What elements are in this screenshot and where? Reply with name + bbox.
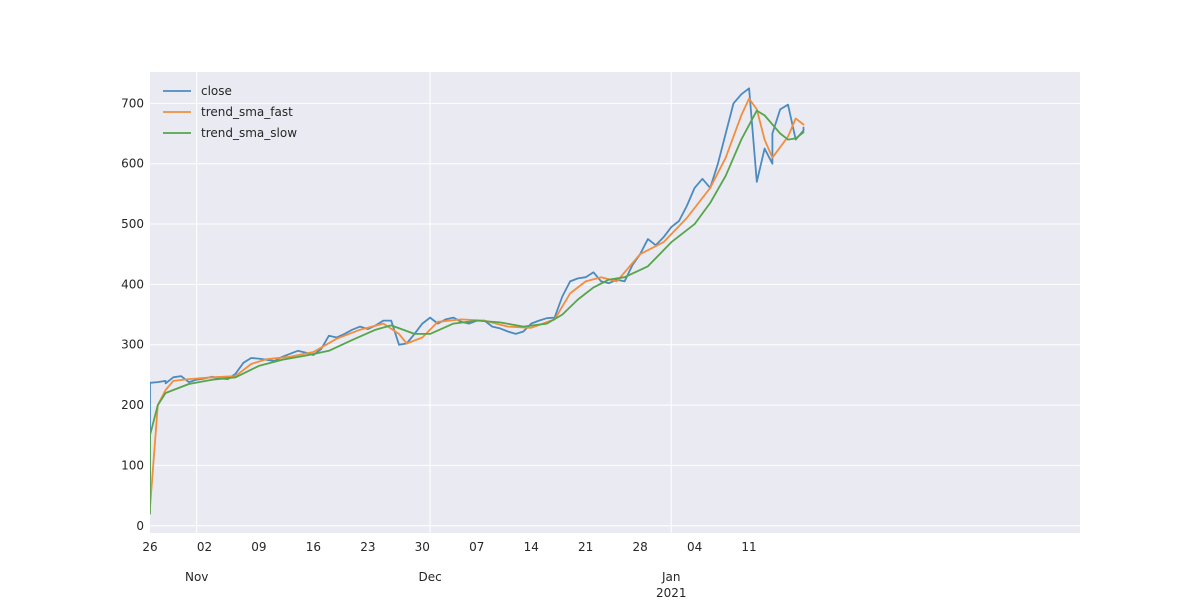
x-major-tick-label: Jan bbox=[661, 570, 681, 584]
series-line-trend-sma-fast bbox=[150, 97, 805, 509]
plot-area bbox=[150, 72, 1080, 533]
series-line-trend-sma-slow bbox=[150, 109, 805, 515]
x-major-tick-sublabel: 2021 bbox=[656, 586, 687, 600]
x-tick-label: 16 bbox=[306, 540, 321, 554]
y-tick-label: 600 bbox=[121, 157, 144, 171]
x-tick-label: 21 bbox=[578, 540, 593, 554]
y-tick-label: 400 bbox=[121, 277, 144, 291]
x-axis: 26 02 09 16 23 30 07 14 21 28 04 11 Nov Dec Jan 2021 bbox=[142, 540, 756, 600]
grid-lines bbox=[150, 72, 1080, 533]
y-tick-label: 300 bbox=[121, 338, 144, 352]
x-tick-label: 26 bbox=[142, 540, 157, 554]
x-major-tick-label: Dec bbox=[418, 570, 441, 584]
x-tick-label: 30 bbox=[415, 540, 430, 554]
x-tick-label: 11 bbox=[741, 540, 756, 554]
y-tick-label: 200 bbox=[121, 398, 144, 412]
y-tick-label: 500 bbox=[121, 217, 144, 231]
y-tick-label: 700 bbox=[121, 96, 144, 110]
x-tick-label: 14 bbox=[524, 540, 539, 554]
legend-label: close bbox=[201, 84, 232, 98]
x-tick-label: 07 bbox=[469, 540, 484, 554]
x-tick-label: 28 bbox=[632, 540, 647, 554]
x-major-tick-label: Nov bbox=[185, 570, 208, 584]
legend-label: trend_sma_fast bbox=[201, 105, 293, 119]
series-layer bbox=[150, 87, 805, 515]
y-tick-label: 0 bbox=[136, 519, 144, 533]
x-tick-label: 23 bbox=[360, 540, 375, 554]
x-tick-label: 02 bbox=[197, 540, 212, 554]
y-axis: 0 100 200 300 400 500 600 700 bbox=[121, 96, 144, 532]
legend: close trend_sma_fast trend_sma_slow bbox=[163, 84, 297, 140]
legend-label: trend_sma_slow bbox=[201, 126, 297, 140]
x-tick-label: 09 bbox=[251, 540, 266, 554]
y-tick-label: 100 bbox=[121, 458, 144, 472]
x-tick-label: 04 bbox=[687, 540, 702, 554]
